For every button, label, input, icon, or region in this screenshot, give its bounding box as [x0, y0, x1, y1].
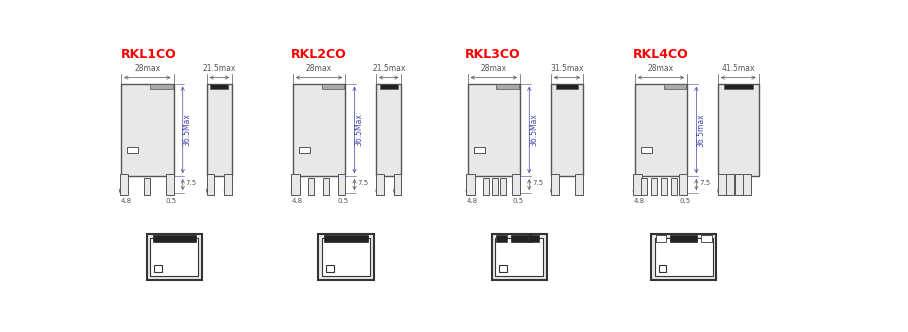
- Bar: [656, 235, 666, 242]
- Text: 0.5: 0.5: [679, 199, 691, 205]
- Bar: [376, 84, 401, 176]
- Bar: [309, 178, 314, 195]
- Bar: [551, 84, 583, 176]
- Text: RKL4CO: RKL4CO: [633, 47, 689, 60]
- Bar: [474, 147, 485, 153]
- Bar: [127, 147, 138, 153]
- Text: 4.8: 4.8: [121, 199, 132, 205]
- Bar: [376, 174, 384, 195]
- Text: 0.5: 0.5: [338, 199, 349, 205]
- Text: 7.5: 7.5: [186, 181, 197, 187]
- Bar: [641, 147, 652, 153]
- Bar: [319, 234, 374, 280]
- Bar: [496, 235, 507, 242]
- Bar: [483, 178, 489, 195]
- Bar: [322, 238, 370, 276]
- Bar: [466, 174, 475, 195]
- Text: RKL2CO: RKL2CO: [291, 47, 347, 60]
- Bar: [394, 174, 401, 195]
- Bar: [671, 178, 677, 195]
- Bar: [512, 174, 520, 195]
- Bar: [121, 84, 173, 176]
- Bar: [735, 174, 743, 195]
- Bar: [500, 178, 506, 195]
- Bar: [207, 174, 214, 195]
- Bar: [651, 178, 657, 195]
- Bar: [528, 235, 538, 242]
- Text: 4.8: 4.8: [292, 199, 303, 205]
- Bar: [499, 265, 507, 272]
- Bar: [655, 238, 713, 276]
- Text: 28max: 28max: [480, 64, 507, 73]
- Bar: [207, 84, 232, 176]
- Text: 4.8: 4.8: [467, 199, 478, 205]
- Bar: [211, 84, 228, 89]
- Bar: [338, 174, 345, 195]
- Bar: [633, 174, 642, 195]
- Bar: [154, 265, 162, 272]
- Text: RKL3CO: RKL3CO: [465, 47, 520, 60]
- Bar: [670, 235, 697, 242]
- Bar: [661, 178, 667, 195]
- Bar: [701, 235, 712, 242]
- Text: 0.5: 0.5: [512, 199, 523, 205]
- Bar: [299, 147, 310, 153]
- Bar: [576, 174, 583, 195]
- Text: 28max: 28max: [306, 64, 332, 73]
- Text: 36.5Max: 36.5Max: [183, 114, 192, 146]
- Bar: [556, 84, 578, 89]
- Bar: [491, 234, 547, 280]
- Bar: [651, 234, 716, 280]
- Bar: [146, 234, 202, 280]
- Bar: [291, 174, 300, 195]
- Bar: [150, 84, 173, 89]
- Text: 41.5max: 41.5max: [722, 64, 755, 73]
- Bar: [151, 238, 198, 276]
- Bar: [491, 178, 498, 195]
- Bar: [324, 235, 368, 242]
- Bar: [551, 174, 558, 195]
- Text: 0.5: 0.5: [166, 199, 177, 205]
- Text: 21.5max: 21.5max: [372, 64, 406, 73]
- Bar: [718, 84, 759, 176]
- Bar: [224, 174, 232, 195]
- Bar: [326, 265, 333, 272]
- Bar: [496, 238, 543, 276]
- Bar: [380, 84, 398, 89]
- Bar: [323, 178, 329, 195]
- Bar: [641, 178, 647, 195]
- Bar: [726, 174, 734, 195]
- Bar: [153, 235, 196, 242]
- Bar: [718, 174, 725, 195]
- Text: 36.5Max: 36.5Max: [355, 114, 363, 146]
- Bar: [120, 174, 128, 195]
- Bar: [497, 84, 519, 89]
- Bar: [166, 174, 173, 195]
- Text: 36.5max: 36.5max: [696, 113, 706, 147]
- Bar: [144, 178, 151, 195]
- Bar: [635, 84, 687, 176]
- Text: 7.5: 7.5: [532, 181, 544, 187]
- Text: 21.5max: 21.5max: [202, 64, 236, 73]
- Bar: [511, 235, 531, 242]
- Text: 7.5: 7.5: [358, 181, 369, 187]
- Text: 28max: 28max: [134, 64, 161, 73]
- Bar: [744, 174, 751, 195]
- Bar: [293, 84, 345, 176]
- Text: 28max: 28max: [648, 64, 674, 73]
- Text: 31.5max: 31.5max: [550, 64, 584, 73]
- Text: 36.5Max: 36.5Max: [529, 114, 538, 146]
- Bar: [664, 84, 686, 89]
- Text: 4.8: 4.8: [634, 199, 645, 205]
- Bar: [658, 265, 666, 272]
- Bar: [679, 174, 687, 195]
- Bar: [321, 84, 344, 89]
- Text: 7.5: 7.5: [699, 181, 711, 187]
- Bar: [468, 84, 520, 176]
- Bar: [724, 84, 753, 89]
- Text: RKL1CO: RKL1CO: [121, 47, 177, 60]
